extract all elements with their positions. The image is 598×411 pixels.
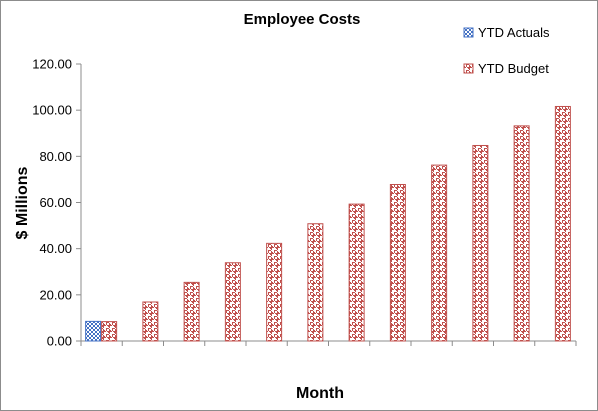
legend-swatch-ytd-actuals [463,27,474,38]
bar-ytd-budget [431,164,448,342]
y-tick-label: 80.00 [39,149,72,164]
bar-ytd-actuals [85,320,102,342]
bar-ytd-budget [513,125,530,342]
x-axis-title: Month [296,385,344,402]
legend-label-ytd-actuals: YTD Actuals [478,25,550,40]
bar-ytd-budget [472,144,489,342]
legend: YTD Actuals YTD Budget [463,25,550,76]
bar-ytd-budget [554,105,571,342]
bar-ytd-budget [183,281,200,342]
y-tick-label: 20.00 [39,287,72,302]
bar-ytd-budget [224,262,241,342]
plot-area: 0.00 20.00 40.00 60.00 80.00 100.00 120.00 [32,57,577,349]
bar-ytd-budget [348,203,365,342]
bar-ytd-budget [307,223,324,342]
y-tick-label: 40.00 [39,241,72,256]
bar-ytd-budget [101,321,118,342]
y-tick-label: 100.00 [32,103,72,118]
chart-title: Employee Costs [244,11,361,28]
y-tick-label: 60.00 [39,195,72,210]
y-tick-label: 0.00 [47,334,72,349]
legend-label-ytd-budget: YTD Budget [478,61,549,76]
legend-swatch-ytd-budget [463,63,474,74]
y-tick-label: 120.00 [32,57,72,72]
bar-ytd-budget [389,183,406,342]
bar-ytd-budget [142,301,159,342]
y-axis-title: $ Millions [14,166,31,239]
bar-ytd-budget [266,242,283,342]
